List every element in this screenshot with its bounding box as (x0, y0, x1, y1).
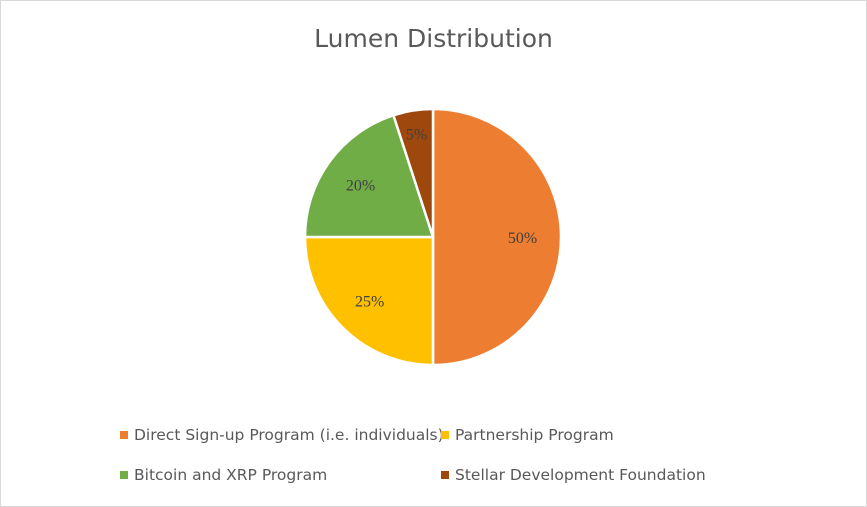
label-direct-signup: 50% (508, 230, 537, 247)
label-partnership: 25% (355, 293, 384, 310)
label-bitcoin-xrp: 20% (346, 177, 375, 194)
slice-direct-signup (431, 107, 563, 367)
slice-partnership (303, 235, 435, 367)
slice-stellar-foundation (391, 107, 435, 238)
chart-title: Lumen Distribution (314, 24, 553, 53)
slice-bitcoin-xrp (303, 113, 435, 239)
label-stellar-foundation: 5% (406, 126, 427, 143)
pie-slices (303, 107, 563, 367)
pie-data-labels: 50% 25% 20% 5% (346, 126, 537, 310)
